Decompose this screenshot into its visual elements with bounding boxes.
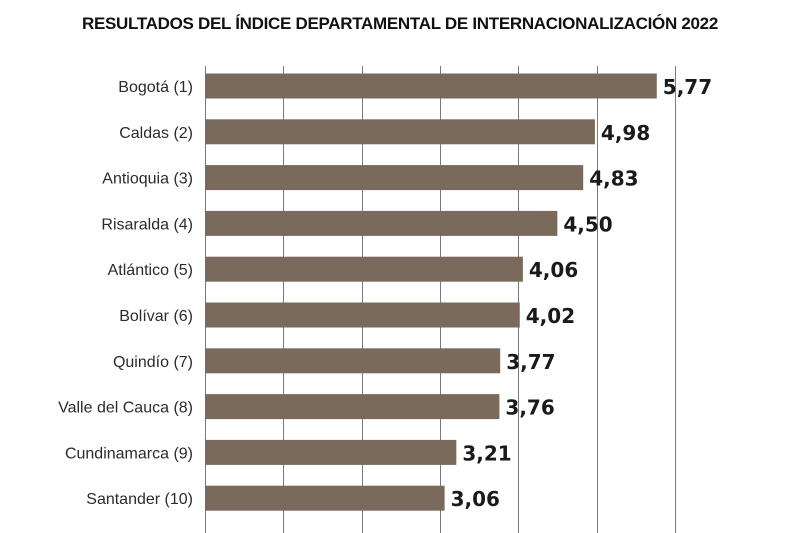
- chart-title: RESULTADOS DEL ÍNDICE DEPARTAMENTAL DE I…: [82, 14, 718, 33]
- value-label-0: 5,77: [663, 75, 712, 99]
- category-label-9: Santander (10): [86, 491, 193, 508]
- bar-2: [205, 165, 584, 191]
- bar-8: [205, 439, 457, 465]
- category-label-8: Cundinamarca (9): [65, 445, 193, 462]
- value-label-9: 3,06: [451, 487, 500, 511]
- bar-5: [205, 302, 520, 328]
- value-label-3: 4,50: [563, 212, 612, 236]
- bar-9: [205, 485, 445, 511]
- value-label-1: 4,98: [601, 121, 650, 145]
- bar-7: [205, 394, 500, 420]
- value-label-5: 4,02: [526, 304, 575, 328]
- category-label-7: Valle del Cauca (8): [58, 400, 193, 417]
- bar-6: [205, 348, 501, 374]
- value-label-2: 4,83: [589, 167, 638, 191]
- bar-1: [205, 119, 595, 145]
- bar-0: [205, 73, 657, 99]
- category-labels: Bogotá (1) Caldas (2) Antioquia (3) Risaral…: [58, 79, 193, 508]
- category-label-2: Antioquia (3): [102, 171, 193, 188]
- value-labels: 5,77 4,98 4,83 4,50 4,06 4,02 3,77 3,76 3,21 3,06: [451, 75, 713, 511]
- category-label-1: Caldas (2): [119, 125, 193, 142]
- category-label-4: Atlántico (5): [108, 262, 193, 279]
- value-label-6: 3,77: [506, 350, 555, 374]
- value-label-8: 3,21: [462, 441, 511, 465]
- category-label-3: Risaralda (4): [101, 216, 193, 233]
- category-label-5: Bolívar (6): [119, 308, 193, 325]
- bars: [205, 73, 657, 511]
- category-label-0: Bogotá (1): [118, 79, 193, 96]
- category-label-6: Quindío (7): [113, 354, 193, 371]
- bar-3: [205, 210, 558, 236]
- bar-4: [205, 256, 523, 282]
- value-label-4: 4,06: [529, 258, 578, 282]
- value-label-7: 3,76: [505, 396, 554, 420]
